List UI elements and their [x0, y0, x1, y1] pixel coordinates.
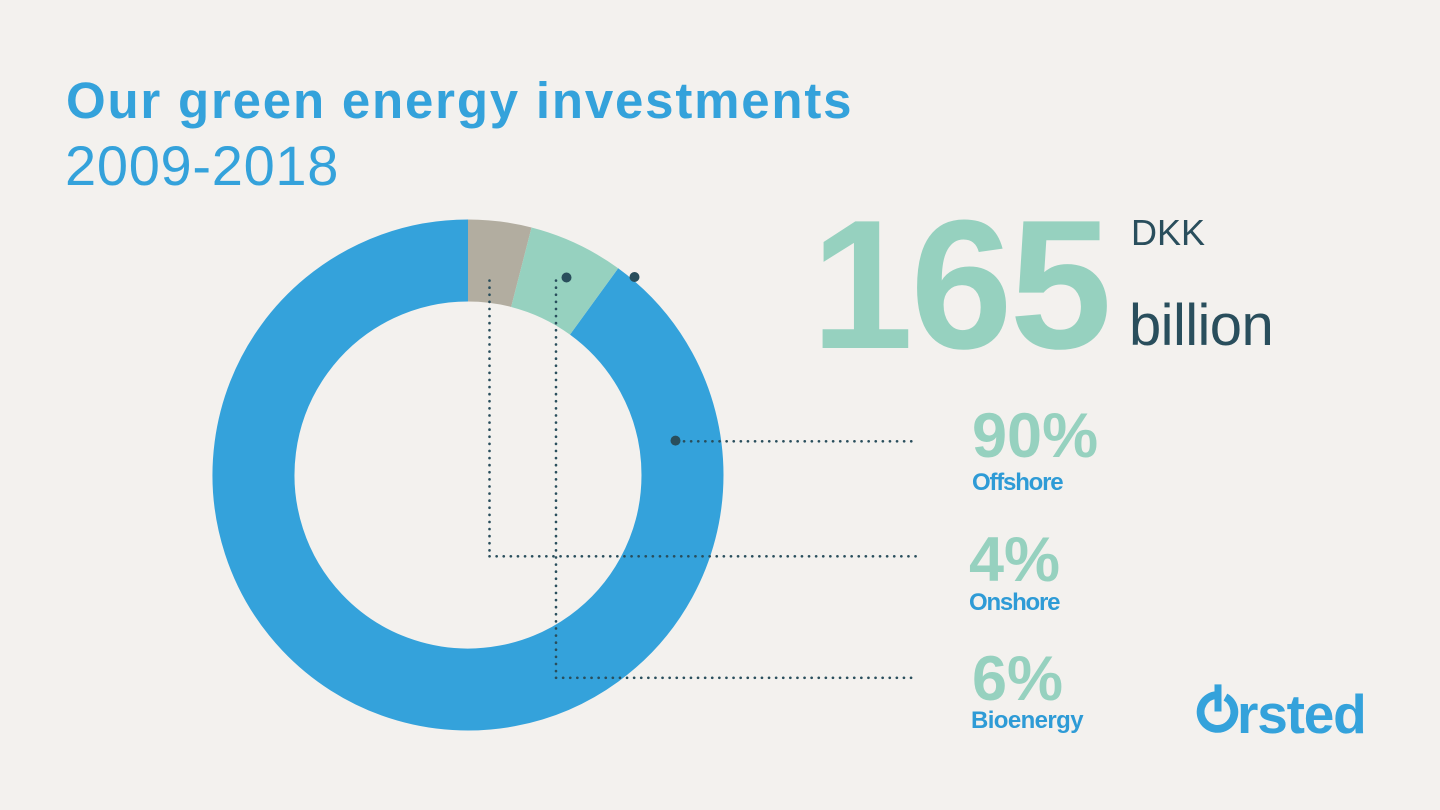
svg-text:rsted: rsted: [1237, 683, 1366, 745]
